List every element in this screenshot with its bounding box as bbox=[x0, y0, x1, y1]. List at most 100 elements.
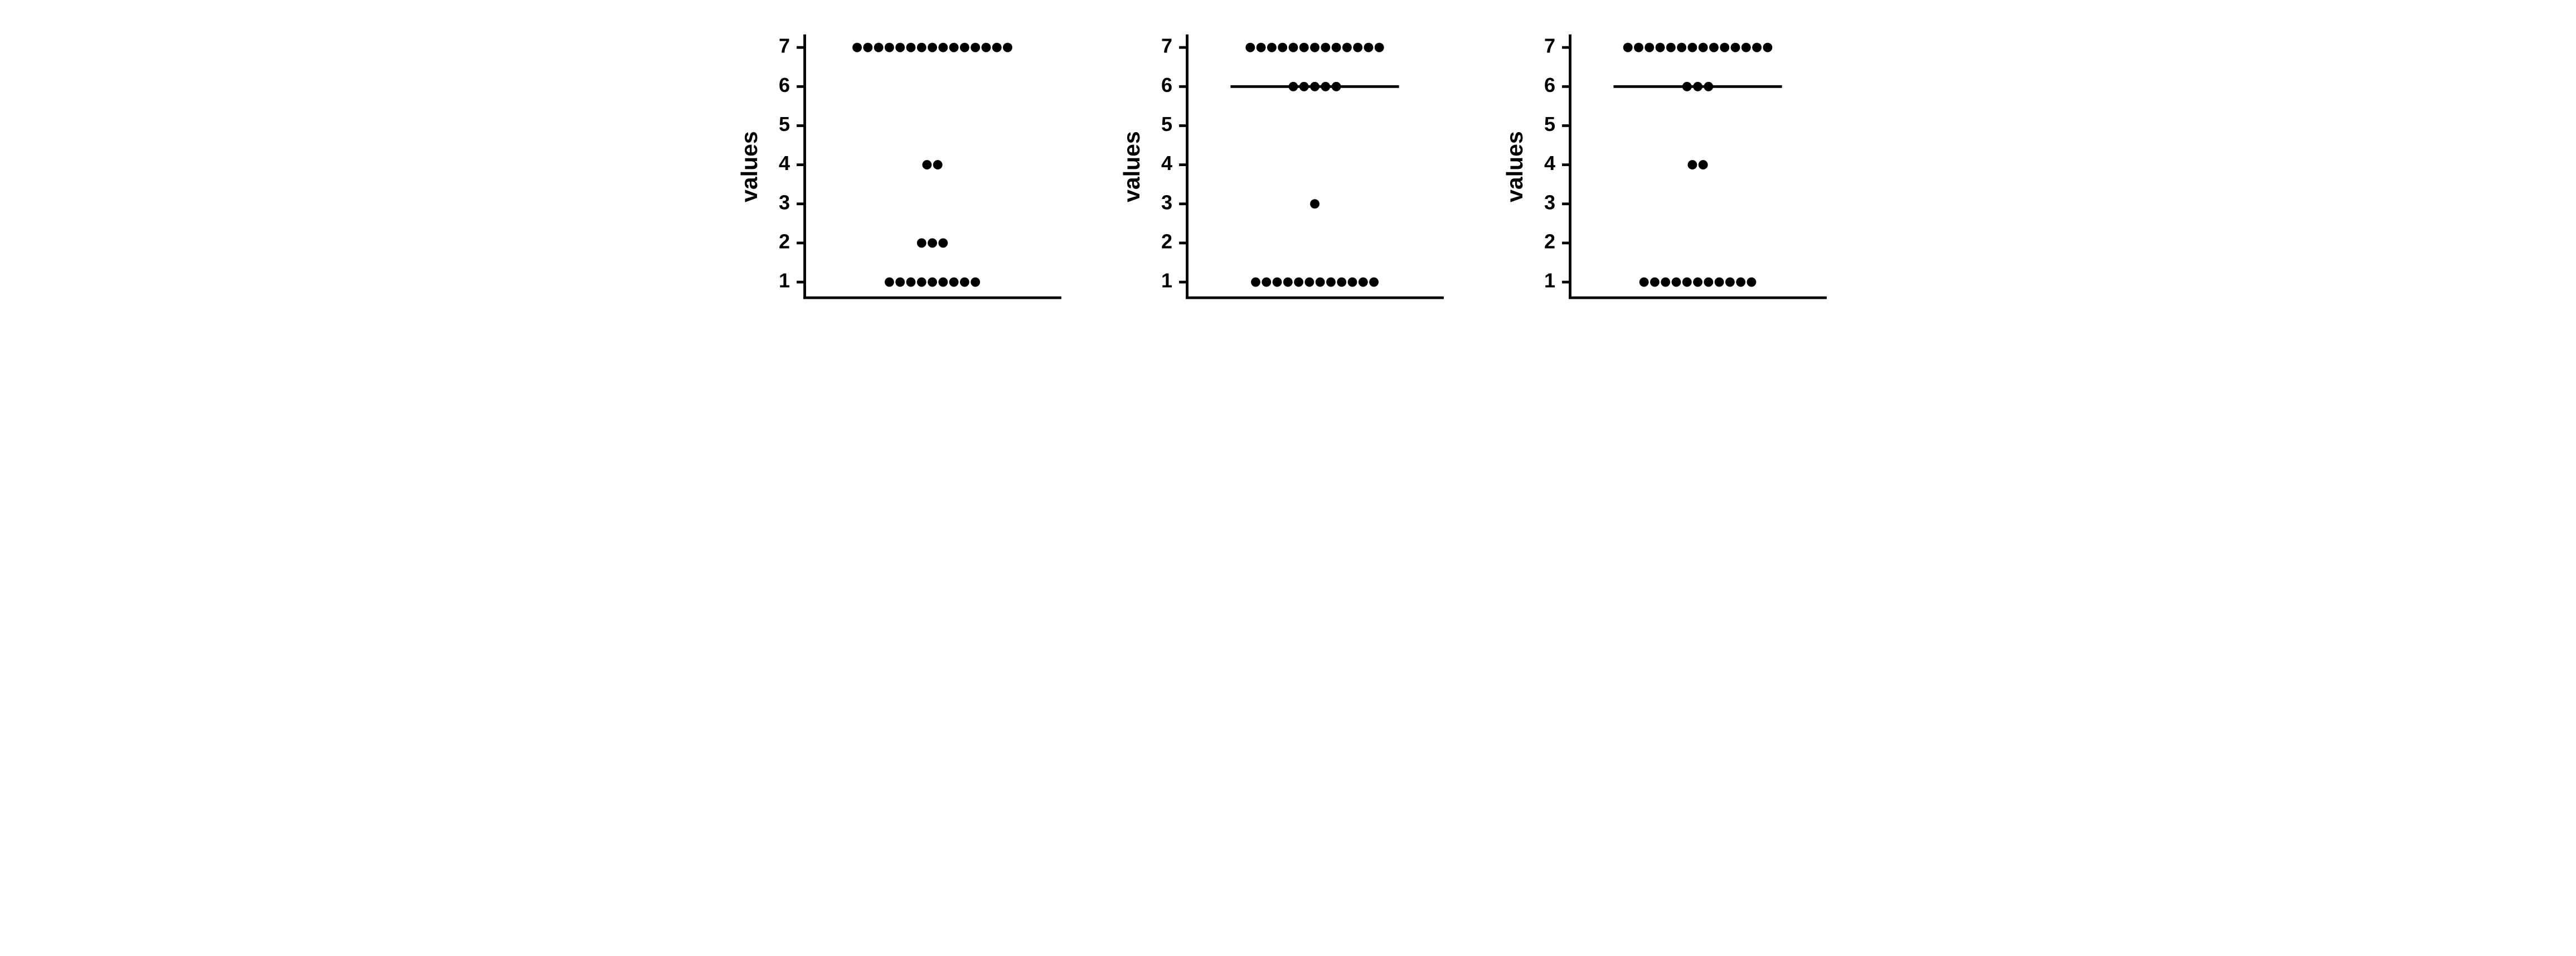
data-point bbox=[906, 278, 915, 287]
data-point bbox=[1294, 278, 1303, 287]
data-point bbox=[971, 278, 980, 287]
data-point bbox=[1359, 278, 1368, 287]
y-tick-label: 2 bbox=[1161, 230, 1172, 253]
data-point bbox=[1375, 43, 1384, 52]
data-point bbox=[1671, 278, 1681, 287]
data-point bbox=[916, 43, 926, 52]
data-point bbox=[1332, 82, 1341, 91]
y-axis-label: values bbox=[1119, 131, 1144, 202]
dotplot-panel-2: 1234567values bbox=[1496, 22, 1846, 331]
y-tick-label: 3 bbox=[1544, 191, 1555, 213]
data-point bbox=[1763, 43, 1772, 52]
y-tick-label: 7 bbox=[778, 35, 789, 57]
data-point bbox=[1715, 278, 1724, 287]
data-point bbox=[1725, 278, 1735, 287]
data-point bbox=[1337, 278, 1346, 287]
data-point bbox=[1741, 43, 1751, 52]
data-point bbox=[1289, 82, 1298, 91]
data-point bbox=[1704, 82, 1713, 91]
y-tick-label: 5 bbox=[1544, 113, 1555, 135]
data-point bbox=[863, 43, 872, 52]
data-point bbox=[874, 43, 883, 52]
data-point bbox=[895, 43, 905, 52]
data-point bbox=[981, 43, 991, 52]
data-point bbox=[1348, 278, 1357, 287]
data-point bbox=[1687, 43, 1697, 52]
data-point bbox=[1310, 82, 1319, 91]
data-point bbox=[1299, 43, 1309, 52]
y-tick-label: 1 bbox=[778, 269, 789, 292]
data-point bbox=[1364, 43, 1374, 52]
data-point bbox=[1661, 278, 1670, 287]
data-point bbox=[928, 238, 937, 248]
data-point bbox=[1316, 278, 1325, 287]
data-point bbox=[1639, 278, 1649, 287]
data-point bbox=[1693, 82, 1702, 91]
data-point bbox=[1310, 43, 1319, 52]
data-point bbox=[1305, 278, 1314, 287]
data-point bbox=[1634, 43, 1643, 52]
data-point bbox=[1644, 43, 1654, 52]
data-point bbox=[1289, 43, 1298, 52]
y-tick-label: 1 bbox=[1161, 269, 1172, 292]
panel-2: 1234567values bbox=[1496, 22, 1846, 331]
dotplot-panel-1: 1234567values bbox=[1113, 22, 1463, 331]
data-point bbox=[938, 43, 948, 52]
data-point bbox=[1677, 43, 1686, 52]
data-point bbox=[1278, 43, 1287, 52]
y-tick-label: 6 bbox=[778, 74, 789, 96]
data-point bbox=[1623, 43, 1633, 52]
data-point bbox=[1246, 43, 1255, 52]
y-axis-label: values bbox=[1502, 131, 1527, 202]
data-point bbox=[933, 160, 942, 169]
data-point bbox=[1666, 43, 1676, 52]
data-point bbox=[1687, 160, 1697, 169]
y-tick-label: 3 bbox=[778, 191, 789, 213]
data-point bbox=[1682, 278, 1692, 287]
data-point bbox=[1251, 278, 1260, 287]
data-point bbox=[938, 278, 948, 287]
data-point bbox=[1752, 43, 1762, 52]
data-point bbox=[938, 238, 948, 248]
panel-1: 1234567values bbox=[1113, 22, 1463, 331]
panel-0: 1234567values bbox=[731, 22, 1080, 331]
data-point bbox=[1369, 278, 1379, 287]
data-point bbox=[906, 43, 915, 52]
data-point bbox=[1650, 278, 1660, 287]
data-point bbox=[1257, 43, 1266, 52]
y-tick-label: 2 bbox=[778, 230, 789, 253]
y-tick-label: 3 bbox=[1161, 191, 1172, 213]
y-tick-label: 4 bbox=[778, 152, 789, 174]
y-tick-label: 1 bbox=[1544, 269, 1555, 292]
data-point bbox=[1699, 43, 1708, 52]
data-point bbox=[1003, 43, 1012, 52]
data-point bbox=[1273, 278, 1282, 287]
data-point bbox=[1326, 278, 1336, 287]
data-point bbox=[895, 278, 905, 287]
y-tick-label: 5 bbox=[1161, 113, 1172, 135]
data-point bbox=[949, 43, 958, 52]
y-axis-label: values bbox=[736, 131, 761, 202]
chart-panels: 1234567values1234567values1234567values bbox=[731, 22, 1846, 331]
data-point bbox=[959, 43, 969, 52]
data-point bbox=[1736, 278, 1745, 287]
data-point bbox=[1693, 278, 1702, 287]
data-point bbox=[1332, 43, 1341, 52]
data-point bbox=[884, 278, 894, 287]
y-tick-label: 4 bbox=[1544, 152, 1555, 174]
y-tick-label: 4 bbox=[1161, 152, 1172, 174]
data-point bbox=[1709, 43, 1719, 52]
data-point bbox=[922, 160, 932, 169]
data-point bbox=[1704, 278, 1713, 287]
data-point bbox=[928, 43, 937, 52]
data-point bbox=[949, 278, 958, 287]
data-point bbox=[852, 43, 862, 52]
data-point bbox=[1747, 278, 1756, 287]
y-tick-label: 2 bbox=[1544, 230, 1555, 253]
data-point bbox=[1283, 278, 1293, 287]
data-point bbox=[1699, 160, 1708, 169]
data-point bbox=[1342, 43, 1352, 52]
data-point bbox=[1353, 43, 1362, 52]
data-point bbox=[1321, 82, 1331, 91]
data-point bbox=[1720, 43, 1729, 52]
